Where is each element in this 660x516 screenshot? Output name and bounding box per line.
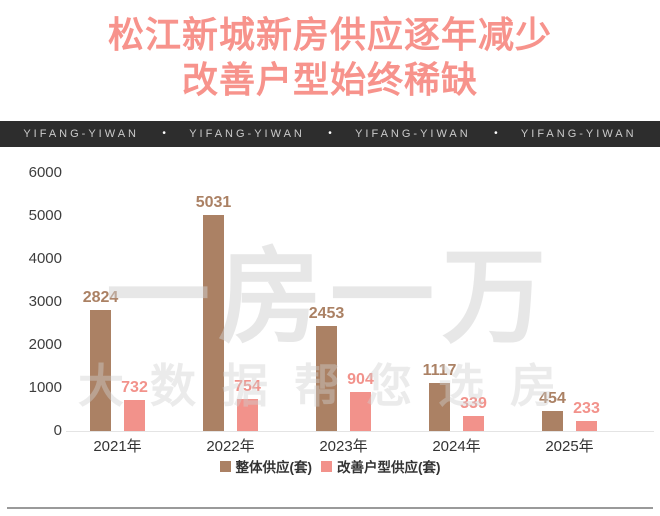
bar-improved-supply [124, 400, 145, 431]
bar-chart: 一房一万 大数据帮您选房 0 1000 2000 3000 4000 5000 6000 28… [0, 150, 660, 510]
legend-swatch-icon [321, 460, 332, 472]
legend-label: 改善户型供应(套) [337, 460, 441, 475]
banner-brand-text: YIFANG-YIWAN [355, 128, 471, 140]
y-axis-tick-label: 2000 [28, 336, 62, 353]
y-axis-tick-label: 6000 [28, 164, 62, 181]
bar-value-label: 5031 [195, 194, 232, 211]
banner-brand-text: YIFANG-YIWAN [23, 128, 139, 140]
bar-value-label: 904 [347, 371, 374, 388]
x-axis-category-label: 2025年 [545, 438, 594, 455]
bar-improved-supply [576, 421, 597, 431]
banner-brand-text: YIFANG-YIWAN [520, 128, 637, 140]
bar-improved-supply [463, 416, 484, 431]
bar-overall-supply [542, 411, 563, 431]
brand-banner: YIFANG-YIWAN • YIFANG-YIWAN • YIFANG-YIWAN • Y… [0, 121, 660, 147]
x-axis-category-label: 2023年 [319, 438, 368, 455]
banner-dot-icon: • [494, 128, 498, 139]
bar-value-label: 2453 [308, 305, 345, 322]
x-axis-category-label: 2024年 [432, 438, 481, 455]
bar-overall-supply [316, 326, 337, 431]
chart-title-line2: 改善户型始终稀缺 [181, 59, 478, 100]
bar-overall-supply [429, 383, 450, 431]
legend-swatch-icon [219, 460, 231, 472]
bar-overall-supply [203, 215, 224, 431]
bottom-divider [7, 507, 653, 509]
bar-overall-supply [90, 310, 111, 431]
banner-dot-icon: • [162, 128, 166, 139]
banner-brand-text: YIFANG-YIWAN [189, 128, 305, 140]
chart-title-line1: 松江新城新房供应逐年减少 [107, 14, 552, 55]
bar-improved-supply [350, 392, 371, 431]
y-axis-tick-label: 0 [53, 422, 62, 439]
bar-value-label: 233 [573, 400, 600, 417]
bar-value-label: 454 [539, 390, 566, 407]
y-axis-tick-label: 5000 [28, 207, 62, 224]
x-axis-line [66, 431, 654, 432]
x-axis-category-label: 2021年 [93, 438, 142, 455]
bar-improved-supply [237, 399, 258, 431]
bar-value-label: 754 [234, 378, 261, 395]
legend-item: 整体供应(套) [219, 456, 313, 476]
bar-value-label: 1117 [422, 362, 457, 379]
legend-label: 整体供应(套) [235, 460, 313, 475]
y-axis-tick-label: 1000 [28, 379, 62, 396]
bar-value-label: 2824 [82, 289, 119, 306]
y-axis-tick-label: 3000 [28, 293, 62, 310]
x-axis-category-label: 2022年 [206, 438, 255, 455]
bar-value-label: 732 [121, 379, 148, 396]
banner-dot-icon: • [328, 128, 332, 139]
bar-value-label: 339 [460, 395, 487, 412]
legend-item: 改善户型供应(套) [321, 456, 441, 476]
chart-legend: 整体供应(套) 改善户型供应(套) [0, 456, 660, 476]
y-axis-tick-label: 4000 [28, 250, 62, 267]
chart-title: 松江新城新房供应逐年减少 改善户型始终稀缺 [0, 12, 660, 102]
